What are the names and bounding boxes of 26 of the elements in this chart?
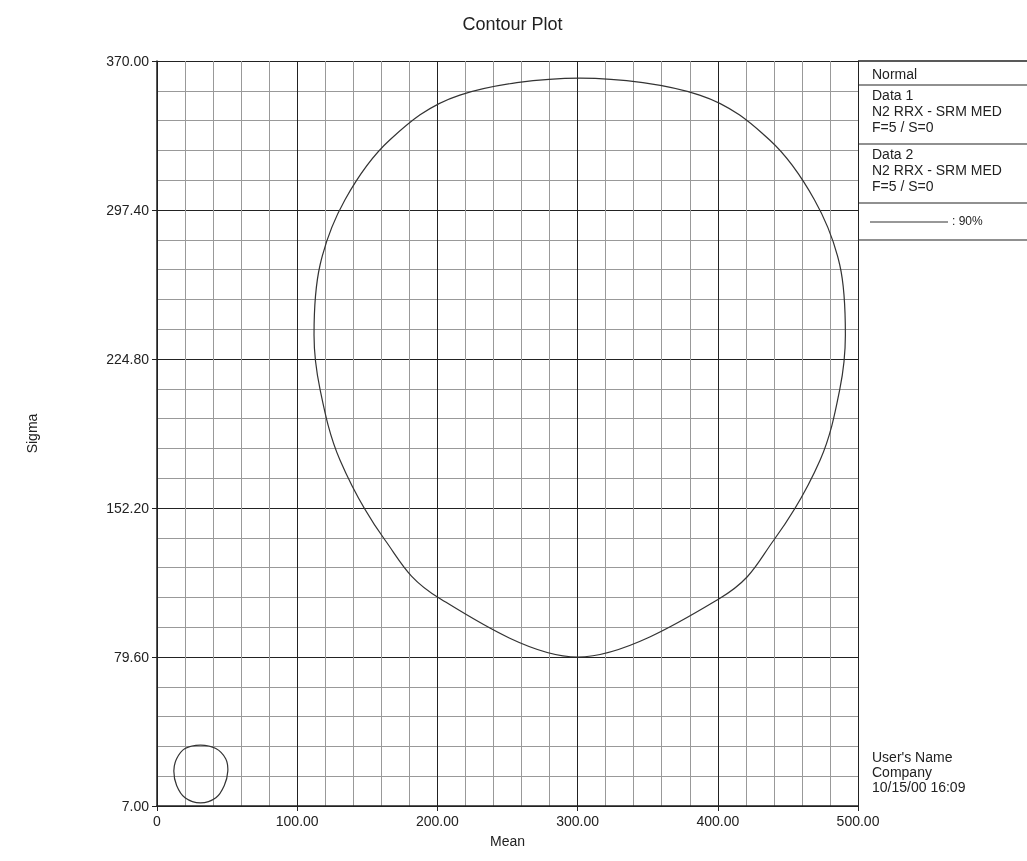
x-tick-label: 300.00 <box>556 813 600 829</box>
text: F=5 / S=0 <box>872 119 934 135</box>
y-tick-label: 224.80 <box>106 351 150 367</box>
text: Data 2 <box>872 146 914 162</box>
x-tick-label: 500.00 <box>836 813 880 829</box>
text: : 90% <box>952 214 984 228</box>
x-tick-label: 200.00 <box>415 813 460 829</box>
y-tick-label: 370.00 <box>106 53 150 69</box>
x-tick-label: 100.00 <box>275 813 319 829</box>
y-tick-label: 152.20 <box>106 500 150 516</box>
text: F=5 / S=0 <box>872 178 934 194</box>
y-axis-title: Sigma <box>24 413 40 454</box>
text: Company <box>872 764 932 780</box>
text: 10/15/00 16:09 <box>872 779 966 795</box>
y-tick-label: 7.00 <box>121 798 150 814</box>
x-tick-label: 400.00 <box>696 813 740 829</box>
text: User's Name <box>872 749 953 765</box>
y-tick-label: 297.40 <box>106 202 150 218</box>
x-axis-title: Mean <box>489 833 526 849</box>
text: N2 RRX - SRM MED <box>872 103 1002 119</box>
y-tick-label: 79.60 <box>113 649 150 665</box>
x-tick-label: 0 <box>153 813 162 829</box>
text: N2 RRX - SRM MED <box>872 162 1002 178</box>
text: Data 1 <box>872 87 914 103</box>
text: Normal <box>872 66 918 82</box>
chart-title: Contour Plot <box>462 14 563 34</box>
